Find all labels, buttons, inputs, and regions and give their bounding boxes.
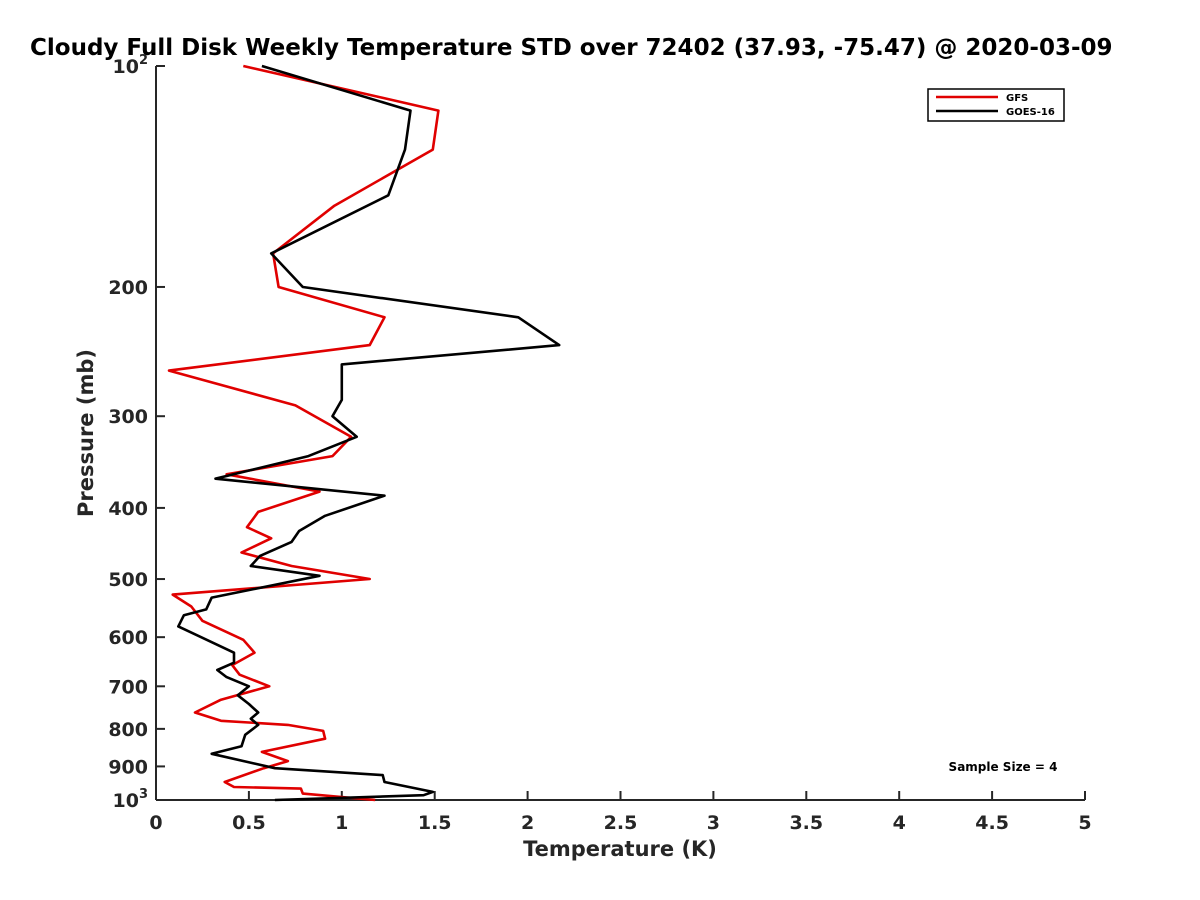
x-tick-label: 1.5 bbox=[418, 812, 452, 834]
x-tick-label: 1 bbox=[335, 812, 348, 834]
ticks: 0 0.5 1 1.5 2 2.5 3 3.5 4 4.5 5 102 200 300 400 500 600 7… bbox=[108, 53, 1091, 834]
y-tick-label: 400 bbox=[108, 498, 148, 520]
y-tick-label: 800 bbox=[108, 719, 148, 741]
y-tick-label: 102 bbox=[113, 53, 149, 78]
x-tick-label: 4.5 bbox=[975, 812, 1009, 834]
series-line-gfs bbox=[167, 64, 440, 802]
x-tick-label: 0.5 bbox=[232, 812, 266, 834]
x-tick-label: 0 bbox=[149, 812, 162, 834]
x-tick-label: 3.5 bbox=[789, 812, 823, 834]
legend-label-goes-16: GOES-16 bbox=[1006, 107, 1055, 118]
x-tick-label: 4 bbox=[893, 812, 906, 834]
legend: GFS GOES-16 bbox=[927, 88, 1065, 122]
y-tick-label: 500 bbox=[108, 569, 148, 591]
x-tick-label: 3 bbox=[707, 812, 720, 834]
legend-label-gfs: GFS bbox=[1006, 93, 1028, 104]
x-tick-label: 5 bbox=[1078, 812, 1091, 834]
x-tick-label: 2.5 bbox=[604, 812, 638, 834]
y-tick-label: 300 bbox=[108, 406, 148, 428]
x-axis-title: Temperature (K) bbox=[523, 837, 717, 861]
chart-title: Cloudy Full Disk Weekly Temperature STD … bbox=[30, 35, 1113, 61]
legend-box bbox=[927, 88, 1065, 122]
y-axis-title: Pressure (mb) bbox=[74, 349, 98, 517]
series-line-goes-16 bbox=[177, 64, 561, 802]
y-tick-label: 600 bbox=[108, 627, 148, 649]
x-tick-label: 2 bbox=[521, 812, 534, 834]
y-tick-label: 900 bbox=[108, 756, 148, 778]
series-lines bbox=[167, 64, 561, 802]
sample-size-annotation: Sample Size = 4 bbox=[949, 760, 1058, 774]
y-tick-label: 103 bbox=[113, 787, 149, 812]
y-tick-label: 700 bbox=[108, 676, 148, 698]
y-tick-label: 200 bbox=[108, 277, 148, 299]
